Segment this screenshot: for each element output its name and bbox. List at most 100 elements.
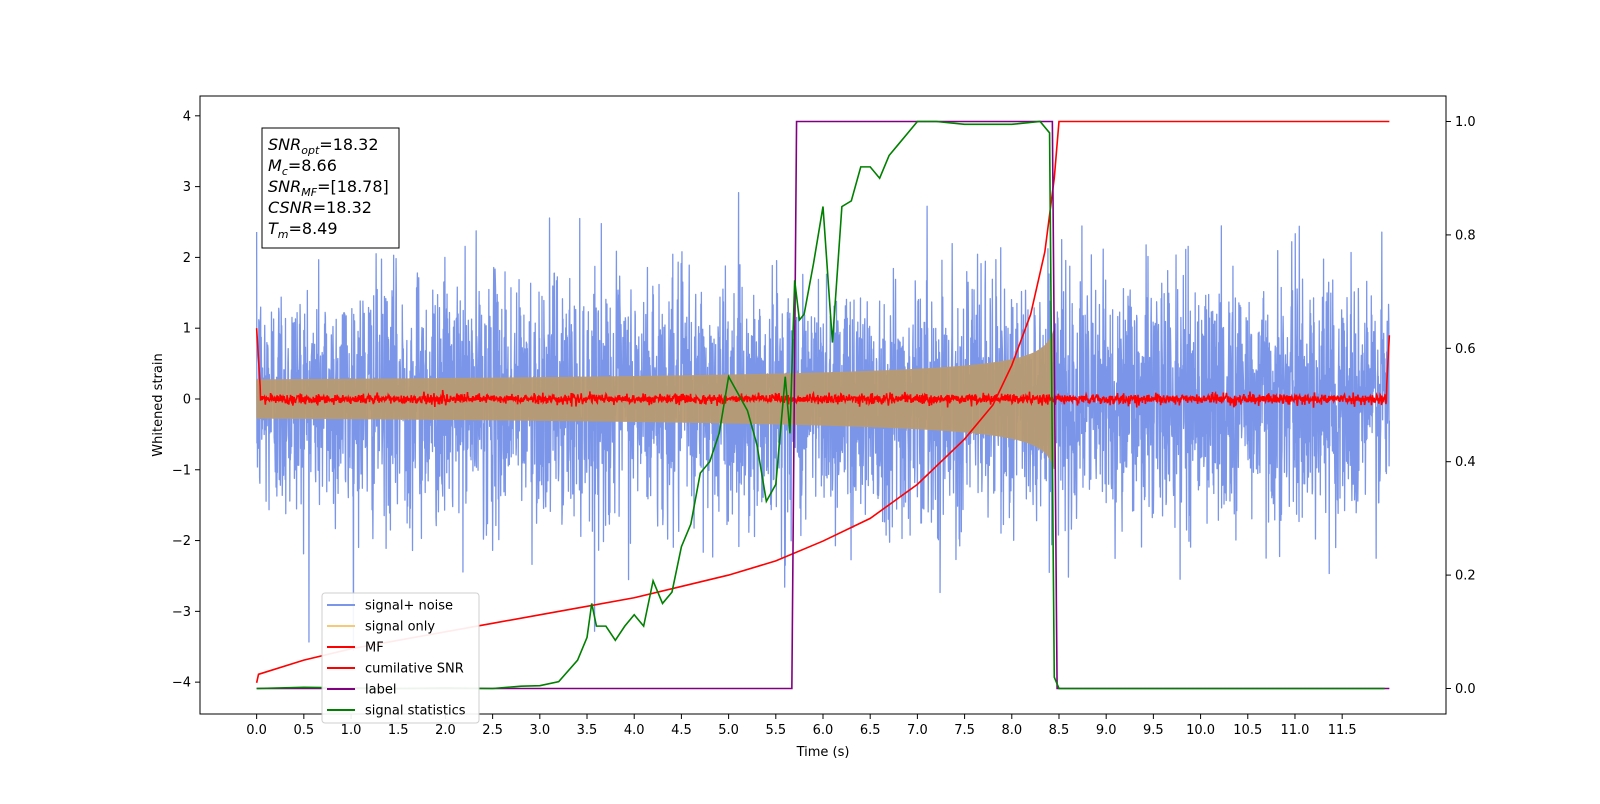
y-left-tick: −3 bbox=[172, 605, 200, 620]
legend-label: signal only bbox=[365, 620, 435, 635]
y-left-tick: −1 bbox=[172, 463, 200, 478]
annotation-line: CSNR=18.32 bbox=[268, 198, 372, 217]
y-left-tick-label: −4 bbox=[172, 676, 191, 691]
x-tick: 0.0 bbox=[246, 714, 267, 738]
x-tick-label: 4.5 bbox=[671, 723, 692, 738]
x-tick-label: 11.0 bbox=[1280, 723, 1309, 738]
x-tick-label: 2.5 bbox=[482, 723, 503, 738]
x-tick: 11.0 bbox=[1280, 714, 1309, 738]
annotation-line: Mc=8.66 bbox=[268, 156, 337, 178]
x-tick: 5.5 bbox=[765, 714, 786, 738]
x-tick: 7.0 bbox=[907, 714, 928, 738]
x-tick-label: 4.0 bbox=[624, 723, 645, 738]
y-right-tick: 0.8 bbox=[1446, 228, 1476, 243]
legend-label: MF bbox=[365, 641, 384, 656]
x-tick-label: 3.5 bbox=[577, 723, 598, 738]
y-left-tick-label: −2 bbox=[172, 534, 191, 549]
y-right-tick-label: 0.6 bbox=[1455, 342, 1476, 357]
signal-only-series bbox=[256, 328, 1055, 469]
x-tick-label: 5.0 bbox=[718, 723, 739, 738]
y-left-tick-label: 0 bbox=[183, 392, 191, 407]
y-left-tick-label: 3 bbox=[183, 180, 191, 195]
mf-line bbox=[255, 328, 1391, 408]
x-tick: 10.5 bbox=[1233, 714, 1262, 738]
y-left-tick: −4 bbox=[172, 676, 200, 691]
y-right-tick: 0.4 bbox=[1446, 455, 1476, 470]
x-tick: 5.0 bbox=[718, 714, 739, 738]
x-tick: 9.5 bbox=[1143, 714, 1164, 738]
y-left-tick-label: 4 bbox=[183, 109, 191, 124]
x-tick: 10.0 bbox=[1186, 714, 1215, 738]
y-left-tick: 2 bbox=[183, 251, 200, 266]
signal-statistics-series bbox=[256, 120, 1385, 690]
x-tick-label: 3.0 bbox=[529, 723, 550, 738]
mf-series bbox=[255, 328, 1391, 408]
x-tick: 9.0 bbox=[1096, 714, 1117, 738]
y-left-tick-label: 1 bbox=[183, 322, 191, 337]
y-left-tick: 1 bbox=[183, 322, 200, 337]
x-tick: 8.0 bbox=[1001, 714, 1022, 738]
x-tick-label: 0.0 bbox=[246, 723, 267, 738]
x-tick-label: 6.5 bbox=[860, 723, 881, 738]
signal-only-line bbox=[256, 328, 1055, 469]
x-tick-label: 11.5 bbox=[1328, 723, 1357, 738]
legend-label: label bbox=[365, 683, 396, 698]
x-tick: 6.0 bbox=[813, 714, 833, 738]
y-axis-label: Whitened strain bbox=[151, 353, 166, 456]
y-right-tick: 0.0 bbox=[1446, 682, 1476, 697]
x-tick-label: 1.5 bbox=[388, 723, 409, 738]
x-axis-label: Time (s) bbox=[796, 745, 850, 760]
legend-entry: signal statistics bbox=[327, 704, 466, 719]
legend-entry: label bbox=[327, 683, 396, 698]
y-left-tick-label: 2 bbox=[183, 251, 191, 266]
x-axis: 0.0 0.5 1.0 1.5 2.0 2.5 3.0 3.5 4.0 4.5 5.0 5.5 6.0 6… bbox=[246, 714, 1357, 738]
x-tick-label: 2.0 bbox=[435, 723, 456, 738]
y-axis-right: 0.0 0.2 0.4 0.6 0.8 1.0 bbox=[1446, 115, 1476, 697]
y-left-tick: 0 bbox=[183, 392, 200, 407]
x-tick: 8.5 bbox=[1049, 714, 1070, 738]
x-tick-label: 9.0 bbox=[1096, 723, 1117, 738]
y-right-tick-label: 0.4 bbox=[1455, 455, 1476, 470]
x-tick-label: 7.0 bbox=[907, 723, 928, 738]
x-tick: 6.5 bbox=[860, 714, 881, 738]
x-tick-label: 10.5 bbox=[1233, 723, 1262, 738]
x-tick-label: 7.5 bbox=[954, 723, 975, 738]
x-tick: 3.5 bbox=[577, 714, 598, 738]
legend-entry: signal+ noise bbox=[327, 599, 453, 614]
x-tick-label: 10.0 bbox=[1186, 723, 1215, 738]
y-left-tick: −2 bbox=[172, 534, 200, 549]
legend-entry: MF bbox=[327, 641, 384, 656]
x-tick-label: 0.5 bbox=[293, 723, 314, 738]
y-left-tick-label: −1 bbox=[172, 463, 191, 478]
x-tick: 4.5 bbox=[671, 714, 692, 738]
legend-label: cumilative SNR bbox=[365, 662, 464, 677]
legend-entry: cumilative SNR bbox=[327, 662, 464, 677]
y-left-tick-label: −3 bbox=[172, 605, 191, 620]
y-right-tick-label: 0.0 bbox=[1455, 682, 1476, 697]
x-tick-label: 1.0 bbox=[341, 723, 362, 738]
x-tick-label: 5.5 bbox=[765, 723, 786, 738]
x-tick: 7.5 bbox=[954, 714, 975, 738]
legend-label: signal+ noise bbox=[365, 599, 453, 614]
signal-statistics-line bbox=[256, 120, 1385, 690]
x-tick: 4.0 bbox=[624, 714, 645, 738]
x-tick: 3.0 bbox=[529, 714, 550, 738]
y-axis-left: −4 −3 −2 −1 0 1 2 3 4 bbox=[172, 109, 200, 691]
y-right-tick-label: 1.0 bbox=[1455, 115, 1476, 130]
legend-entry: signal only bbox=[327, 620, 435, 635]
x-tick-label: 9.5 bbox=[1143, 723, 1164, 738]
legend-label: signal statistics bbox=[365, 704, 466, 719]
x-tick: 11.5 bbox=[1328, 714, 1357, 738]
y-right-tick-label: 0.8 bbox=[1455, 228, 1476, 243]
y-right-tick: 0.2 bbox=[1446, 569, 1476, 584]
y-left-tick: 4 bbox=[183, 109, 200, 124]
annotation-line: SNRopt=18.32 bbox=[268, 135, 379, 157]
annotation-line: SNRMF=[18.78] bbox=[268, 177, 389, 199]
y-right-tick: 0.6 bbox=[1446, 342, 1476, 357]
x-tick: 2.5 bbox=[482, 714, 503, 738]
x-tick-label: 8.5 bbox=[1049, 723, 1070, 738]
annotation-line: Tm=8.49 bbox=[268, 219, 338, 241]
x-tick: 0.5 bbox=[293, 714, 314, 738]
